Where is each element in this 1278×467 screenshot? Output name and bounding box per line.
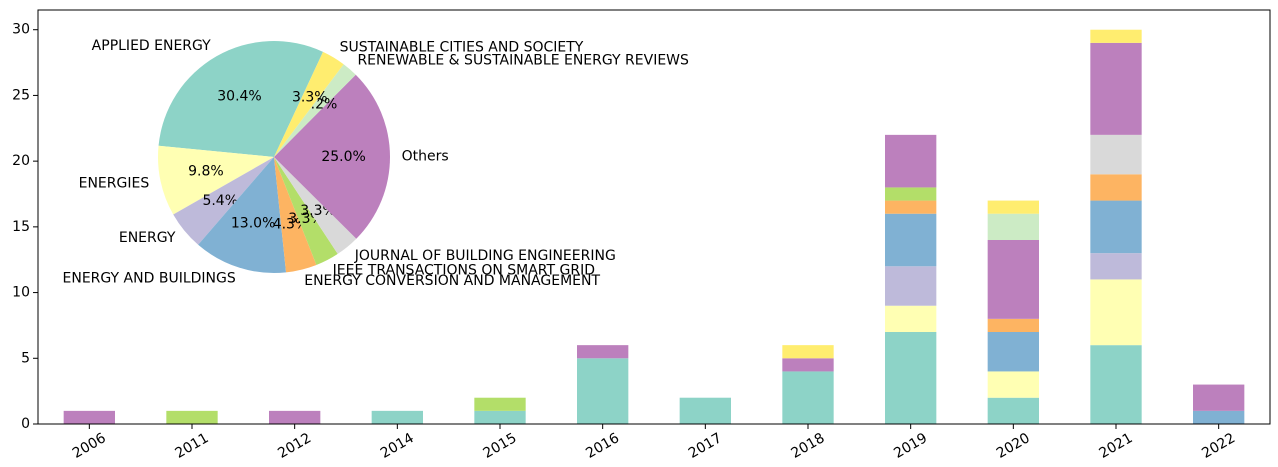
- y-tick-label: 25: [12, 87, 30, 103]
- bar-segment: [577, 345, 629, 359]
- x-tick-label: 2018: [789, 430, 828, 462]
- y-tick-label: 20: [12, 153, 30, 169]
- bar-segment: [166, 410, 218, 424]
- x-tick-label: 2015: [481, 430, 520, 462]
- x-tick-label: 2017: [686, 430, 725, 462]
- bar-segment: [885, 266, 937, 306]
- x-tick-label: 2019: [891, 430, 930, 462]
- pie-label: RENEWABLE & SUSTAINABLE ENERGY REVIEWS: [357, 52, 689, 68]
- bar-segment: [987, 371, 1039, 398]
- pie-label: IEEE TRANSACTIONS ON SMART GRID: [333, 262, 595, 278]
- x-tick-label: 2006: [70, 430, 109, 462]
- pie-value-label: 3.3%: [292, 89, 328, 105]
- pie-label: JOURNAL OF BUILDING ENGINEERING: [354, 248, 616, 264]
- pie-slice: [274, 51, 344, 157]
- pie-slice: [173, 157, 274, 245]
- bar-segment: [885, 213, 937, 267]
- pie-value-label: 13.0%: [231, 215, 275, 231]
- pie-slice: [274, 64, 356, 157]
- pie-label: ENERGIES: [79, 176, 150, 192]
- pie-value-label: 25.0%: [321, 149, 365, 165]
- y-tick-label: 5: [21, 350, 30, 366]
- bar-segment: [987, 240, 1039, 319]
- x-tick-label: 2016: [583, 430, 622, 462]
- x-tick-label: 2021: [1097, 430, 1136, 462]
- bar-segment: [1090, 174, 1142, 201]
- bar-segment: [1090, 345, 1142, 424]
- bar-segment: [474, 410, 526, 424]
- pie-value-label: 9.8%: [188, 164, 224, 180]
- bar-segment: [987, 397, 1039, 424]
- pie-label: Others: [402, 149, 449, 165]
- y-tick-label: 30: [12, 22, 30, 38]
- y-tick-label: 15: [12, 219, 30, 235]
- bar-segment: [987, 332, 1039, 372]
- x-tick-label: 2012: [275, 430, 314, 462]
- pie-slice: [158, 145, 274, 215]
- x-tick-label: 2020: [994, 430, 1033, 462]
- pie-slice: [274, 157, 317, 273]
- bar-segment: [474, 397, 526, 411]
- y-tick-label: 10: [12, 285, 30, 301]
- pie-slice: [158, 41, 324, 157]
- bar-segment: [885, 134, 937, 188]
- pie-label: ENERGY CONVERSION AND MANAGEMENT: [304, 273, 600, 289]
- bar-segment: [371, 410, 423, 424]
- pie-value-label: 30.4%: [217, 89, 261, 105]
- bar-segment: [987, 213, 1039, 240]
- pie-slice: [274, 74, 390, 239]
- x-tick-label: 2022: [1199, 430, 1238, 462]
- bar-segment: [1090, 42, 1142, 135]
- bar-segment: [1090, 29, 1142, 43]
- pie-label: ENERGY AND BUILDINGS: [63, 271, 236, 287]
- pie-slice: [198, 157, 287, 273]
- bar-segment: [885, 187, 937, 201]
- bar-segment: [577, 358, 629, 424]
- plot-frame: [37, 9, 1271, 425]
- bar-segment: [269, 410, 321, 424]
- pie-value-label: 5.4%: [202, 193, 238, 209]
- x-tick-label: 2014: [378, 430, 417, 462]
- bar-segment: [782, 358, 834, 372]
- pie-slice: [274, 157, 357, 254]
- bar-segment: [63, 410, 115, 424]
- bar-segment: [1193, 384, 1245, 411]
- pie-label: ENERGY: [119, 230, 176, 246]
- x-tick-label: 2011: [173, 430, 212, 462]
- bar-segment: [885, 305, 937, 332]
- bar-segment: [1193, 410, 1245, 424]
- bar-segment: [679, 397, 731, 424]
- bar-segment: [987, 318, 1039, 332]
- bar-segment: [782, 345, 834, 359]
- bar-segment: [885, 200, 937, 214]
- bar-segment: [1090, 134, 1142, 175]
- bar-segment: [885, 332, 937, 424]
- bar-segment: [1090, 253, 1142, 280]
- bar-segment: [1090, 279, 1142, 346]
- y-tick-label: 0: [21, 416, 30, 432]
- bar-segment: [782, 371, 834, 424]
- pie-label: APPLIED ENERGY: [92, 38, 212, 54]
- pie-label: SUSTAINABLE CITIES AND SOCIETY: [340, 40, 584, 56]
- pie-slice: [274, 157, 338, 265]
- bar-segment: [1090, 200, 1142, 254]
- bar-segment: [987, 200, 1039, 214]
